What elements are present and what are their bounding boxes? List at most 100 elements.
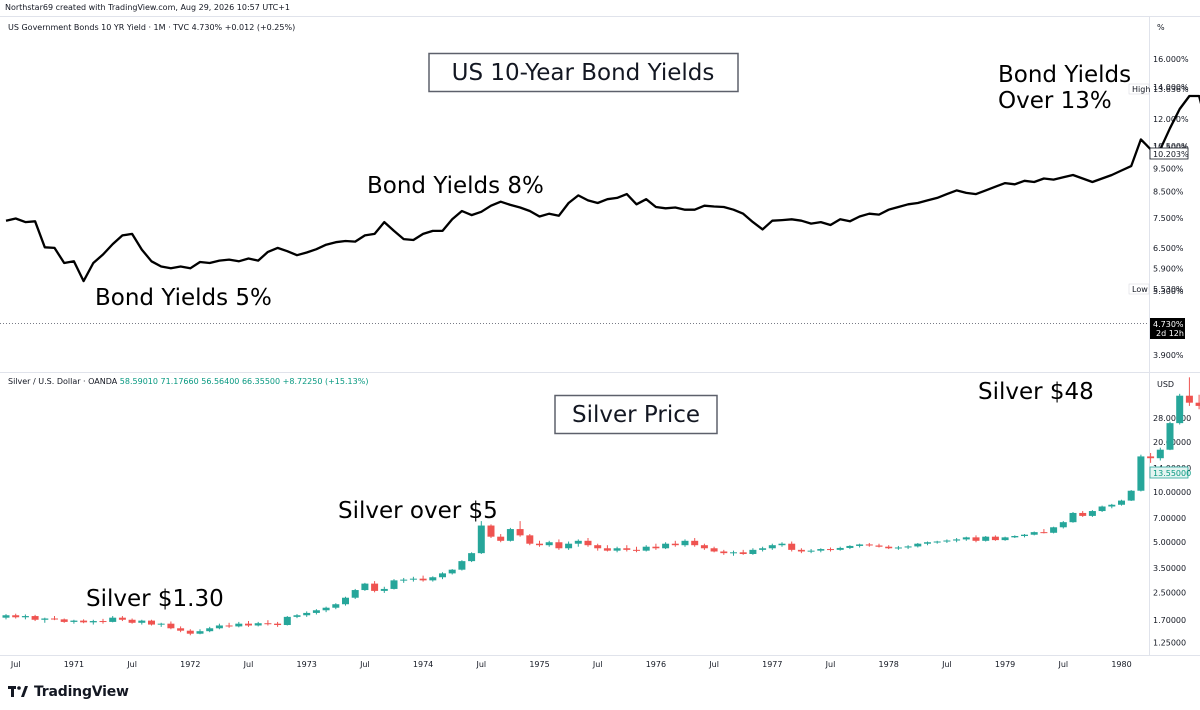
silver-candle — [497, 534, 505, 543]
silver-candle — [400, 577, 408, 583]
silver-candle — [51, 616, 58, 621]
candle-body — [225, 625, 233, 627]
current-yield-badge: 4.730% 2d 12h — [1150, 318, 1185, 339]
candle-body — [439, 573, 446, 578]
silver-candle — [691, 538, 699, 547]
silver-candle — [972, 535, 980, 543]
silver-candle — [555, 539, 563, 550]
bond-axis-tick-label: 9.500% — [1153, 164, 1184, 173]
silver-candle — [254, 621, 262, 627]
silver-candle — [1195, 394, 1200, 410]
candle-body — [99, 621, 107, 623]
candle-body — [914, 543, 922, 547]
bond-title-text: US 10-Year Bond Yields — [452, 60, 715, 86]
svg-text:13.55000: 13.55000 — [1153, 469, 1191, 478]
annotation-bond-5: Bond Yields 5% — [95, 285, 272, 311]
candle-body — [235, 623, 243, 627]
silver-axis-tick-label: 28.00000 — [1153, 414, 1191, 423]
bond-last-badge: 10.203% — [1149, 147, 1189, 160]
silver-candle — [1079, 511, 1087, 517]
candle-body — [1127, 490, 1135, 501]
silver-candle — [361, 582, 369, 591]
silver-candle — [506, 527, 514, 542]
silver-candle — [60, 618, 68, 623]
silver-candle — [991, 535, 999, 541]
silver-candle — [1059, 521, 1067, 529]
candle-body — [613, 548, 621, 551]
candle-body — [768, 545, 776, 549]
high-badge: High 13.636% — [1128, 83, 1189, 95]
candle-body — [371, 583, 379, 591]
time-axis-tick-label: 1980 — [1111, 660, 1131, 669]
tradingview-footer[interactable]: TradingView — [8, 684, 129, 700]
candle-body — [167, 623, 175, 629]
time-axis: Jul 1971 Jul 1972 Jul 1973 Jul 1974 Jul 1975 Jul 19… — [10, 660, 1132, 669]
silver-candle — [865, 542, 873, 547]
time-axis-tick-label: 1974 — [413, 660, 433, 669]
silver-candle — [128, 618, 136, 624]
silver-candle — [1147, 452, 1155, 463]
candle-body — [1176, 395, 1184, 424]
chart-canvas[interactable]: 16.000% 14.000% 12.000% 10.500% 9.500% 8.500%… — [0, 0, 1200, 684]
candle-body — [749, 549, 757, 554]
silver-axis-unit: USD — [1157, 380, 1174, 389]
annotation-bond-13-line1: Bond Yields — [998, 62, 1131, 88]
candle-body — [953, 539, 961, 541]
silver-candle — [1118, 499, 1125, 506]
silver-candle — [613, 546, 621, 553]
candle-body — [788, 543, 796, 550]
candle-body — [933, 541, 941, 543]
silver-candle — [633, 546, 640, 553]
time-axis-tick-label: 1971 — [64, 660, 84, 669]
silver-candle — [1185, 377, 1193, 406]
candle-body — [681, 540, 689, 546]
silver-candle — [293, 614, 301, 619]
silver-title-box: Silver Price — [554, 394, 718, 435]
silver-candle — [885, 545, 893, 550]
candle-body — [303, 612, 311, 616]
bond-axis-tick-label: 5.300% — [1153, 287, 1184, 296]
bond-axis-tick-label: 8.500% — [1153, 188, 1184, 197]
candle-body — [468, 553, 476, 562]
candle-body — [157, 623, 165, 625]
silver-candle — [953, 538, 961, 543]
candle-body — [264, 623, 272, 625]
annotation-silver-5: Silver over $5 — [338, 498, 498, 524]
candle-body — [342, 597, 349, 605]
silver-candle — [817, 548, 825, 553]
silver-candle — [118, 616, 126, 622]
silver-legend: Silver / U.S. Dollar · OANDA 58.59010 71… — [8, 377, 368, 386]
silver-candle — [390, 579, 398, 590]
silver-axis-tick-label: 2.50000 — [1153, 588, 1186, 597]
silver-candle — [109, 616, 117, 623]
candle-body — [565, 543, 573, 549]
silver-candle — [982, 536, 990, 542]
low-badge: Low 5.530% — [1128, 283, 1184, 295]
candle-body — [380, 588, 388, 591]
silver-axis-tick-label: 7.00000 — [1153, 514, 1186, 523]
candle-body — [594, 545, 602, 549]
time-axis-tick-label: Jul — [475, 660, 486, 669]
candle-body — [448, 569, 456, 574]
candle-body — [21, 616, 29, 618]
candle-body — [662, 543, 670, 549]
silver-candle — [594, 543, 602, 551]
candle-body — [943, 540, 951, 542]
silver-legend-values: 58.59010 71.17660 56.56400 66.35500 +8.7… — [119, 377, 369, 386]
silver-candle — [1098, 505, 1106, 512]
silver-candle — [89, 619, 97, 625]
silver-candle — [1001, 536, 1009, 541]
silver-candle — [274, 621, 282, 627]
candle-body — [1098, 506, 1106, 512]
svg-text:Low: Low — [1132, 285, 1148, 294]
candle-body — [691, 540, 699, 546]
candle-body — [128, 619, 136, 623]
time-axis-tick-label: Jul — [592, 660, 603, 669]
silver-candle — [545, 540, 553, 547]
silver-candle — [31, 614, 39, 622]
candle-body — [1030, 532, 1038, 535]
candle-body — [642, 546, 650, 551]
silver-candle — [1108, 503, 1116, 509]
candle-body — [807, 550, 815, 552]
candle-body — [720, 551, 728, 554]
